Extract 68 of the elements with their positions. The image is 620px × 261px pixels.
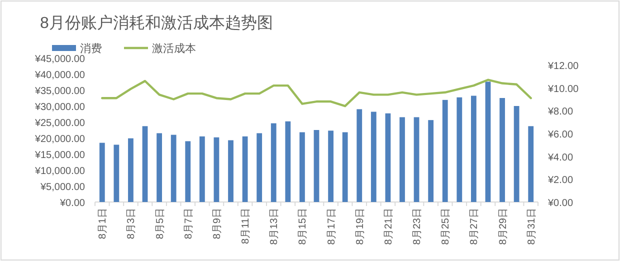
bar: [428, 120, 434, 202]
bar: [400, 117, 405, 202]
y2-tick-label: ¥2.00: [547, 175, 574, 186]
bar: [228, 140, 234, 202]
bar: [442, 100, 448, 202]
bar: [385, 113, 391, 202]
y2-tick-label: ¥4.00: [547, 152, 574, 164]
bar: [300, 132, 305, 202]
bar: [314, 130, 320, 202]
y2-tick-label: ¥10.00: [547, 84, 580, 95]
y2-tick-label: ¥12.00: [547, 61, 580, 72]
bar: [285, 121, 291, 202]
bar: [528, 126, 534, 202]
bar: [99, 142, 105, 202]
x-tick-label: 8月25日: [440, 208, 452, 245]
x-tick-label: 8月13日: [269, 208, 280, 245]
bar: [242, 136, 248, 202]
bar: [270, 123, 276, 202]
bar: [185, 141, 191, 202]
bar: [514, 106, 520, 202]
x-tick-label: 8月23日: [412, 208, 424, 245]
y-tick-label: ¥5,000.00: [40, 182, 86, 193]
x-tick-label: 8月31日: [526, 208, 538, 245]
y-tick-label: ¥20,000.00: [34, 134, 86, 145]
bar: [328, 130, 334, 202]
y-tick-label: ¥40,000.00: [34, 70, 86, 81]
bar: [156, 133, 162, 202]
y-tick-label: ¥35,000.00: [34, 86, 86, 97]
bar: [128, 138, 134, 202]
bar: [256, 133, 262, 202]
y2-tick-label: ¥8.00: [547, 106, 574, 118]
y-tick-label: ¥45,000.00: [34, 54, 86, 65]
x-tick-label: 8月27日: [469, 208, 480, 245]
bar: [470, 96, 476, 202]
chart-title: 8月份账户消耗和激活成本趋势图: [40, 14, 273, 32]
y-tick-label: ¥25,000.00: [34, 118, 86, 129]
bar: [142, 126, 148, 202]
x-tick-label: 8月19日: [354, 208, 366, 245]
x-tick-label: 8月7日: [183, 208, 194, 240]
x-tick-label: 8月15日: [298, 208, 309, 245]
line-series: [101, 78, 532, 108]
y-tick-label: ¥0.00: [58, 198, 86, 209]
bar: [456, 97, 462, 202]
bar: [114, 144, 120, 202]
bar: [370, 112, 376, 202]
y-tick-label: ¥15,000.00: [34, 150, 86, 161]
x-tick-label: 8月21日: [383, 208, 394, 245]
bar: [500, 98, 505, 202]
legend-label: 消费: [80, 42, 102, 55]
y2-tick-label: ¥6.00: [547, 130, 574, 140]
x-tick-label: 8月5日: [154, 208, 166, 240]
y-tick-label: ¥30,000.00: [34, 102, 86, 113]
y2-tick-label: ¥0.00: [547, 198, 574, 209]
x-tick-label: 8月9日: [212, 208, 223, 240]
x-tick-label: 8月1日: [98, 208, 109, 240]
bar: [356, 109, 362, 202]
bar: [170, 134, 176, 202]
bar: [414, 117, 420, 202]
bar: [485, 82, 491, 202]
legend-label: 激活成本: [152, 42, 196, 55]
bar: [214, 137, 220, 202]
x-tick-label: 8月17日: [326, 208, 338, 245]
y-tick-label: ¥10,000.00: [34, 166, 86, 177]
x-tick-label: 8月11日: [240, 208, 252, 244]
bar: [342, 132, 348, 202]
x-tick-label: 8月29日: [498, 208, 509, 245]
x-tick-label: 8月3日: [126, 208, 138, 240]
bar: [199, 136, 205, 202]
